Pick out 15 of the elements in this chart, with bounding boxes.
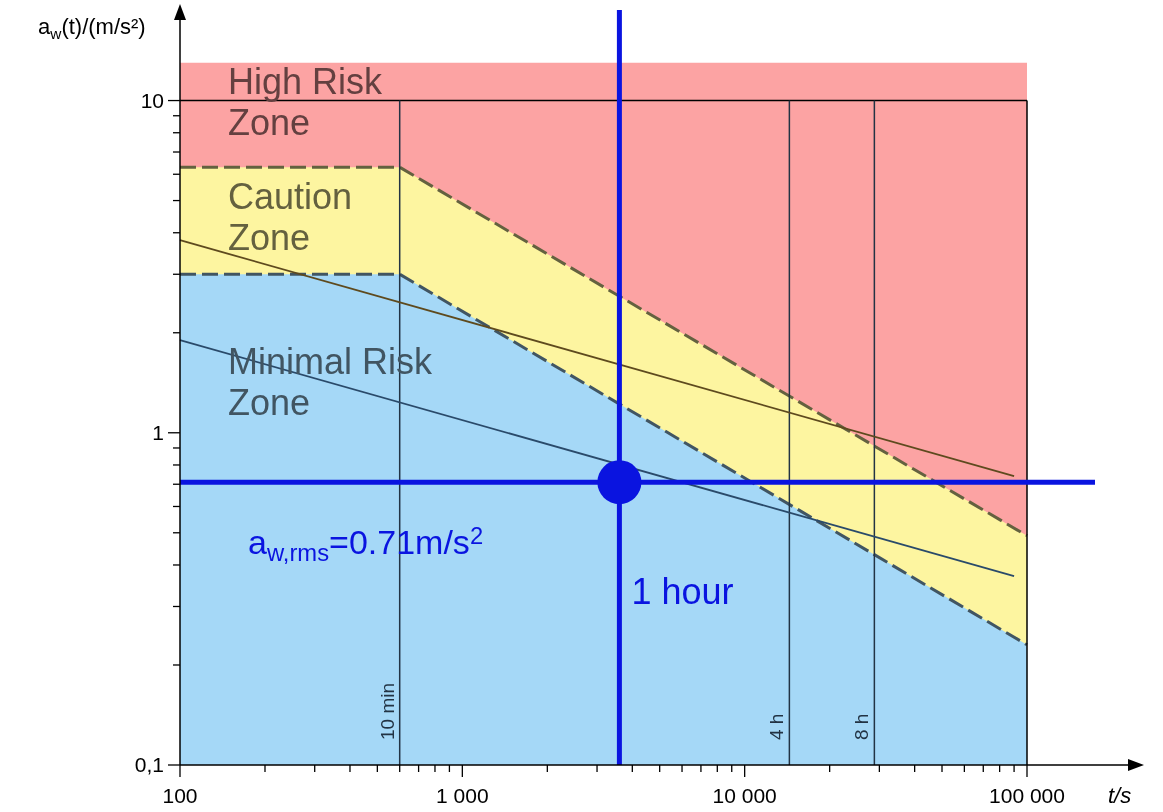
- y-tick-label: 10: [140, 88, 164, 112]
- x-tick-label: 100: [162, 784, 198, 807]
- y-tick-label: 1: [152, 420, 164, 444]
- x-axis-title: t/s: [1108, 783, 1132, 808]
- ref-line-label: 4 h: [766, 713, 788, 740]
- annotation: Caution Zone: [228, 176, 353, 259]
- annotation: High Risk Zone: [228, 60, 384, 143]
- y-tick-label: 0,1: [134, 753, 164, 776]
- y-axis-title: a$_{w}$(t)/(m/s²): [38, 14, 146, 42]
- x-tick-label: 100 000: [989, 784, 1065, 807]
- x-tick-label: 10 000: [712, 784, 777, 807]
- x-tick-label: 1 000: [436, 784, 489, 807]
- ref-line-label: 10 min: [376, 682, 398, 740]
- ref-line-label: 8 h: [851, 713, 873, 740]
- ref-line-label: 1 hour: [631, 571, 734, 612]
